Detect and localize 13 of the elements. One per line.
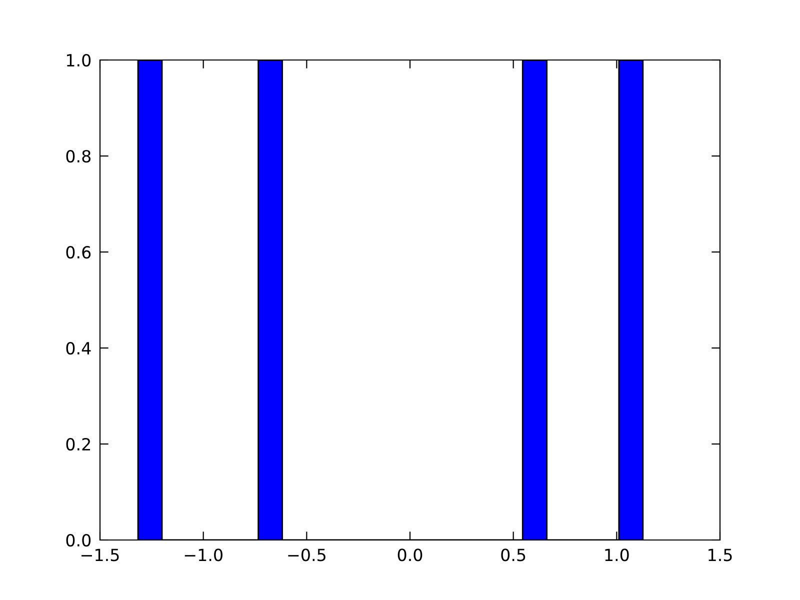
x-tick-label: 0.0 (398, 548, 422, 562)
y-tick-label: 0.0 (66, 534, 91, 547)
y-tick-label: 0.8 (66, 150, 91, 163)
x-tick-label: 0.5 (501, 548, 526, 562)
x-tick-label: −1.0 (184, 548, 222, 562)
y-tick-label: 1.0 (66, 54, 91, 67)
x-tick-label: 1.5 (708, 548, 732, 562)
x-tick-label: 1.0 (605, 548, 629, 562)
y-tick-label: 0.2 (66, 438, 90, 451)
y-tick-label: 0.6 (66, 246, 91, 259)
x-tick-label: −1.5 (82, 548, 119, 562)
y-tick-label: 0.4 (66, 342, 91, 355)
x-tick-label: −0.5 (288, 548, 326, 562)
